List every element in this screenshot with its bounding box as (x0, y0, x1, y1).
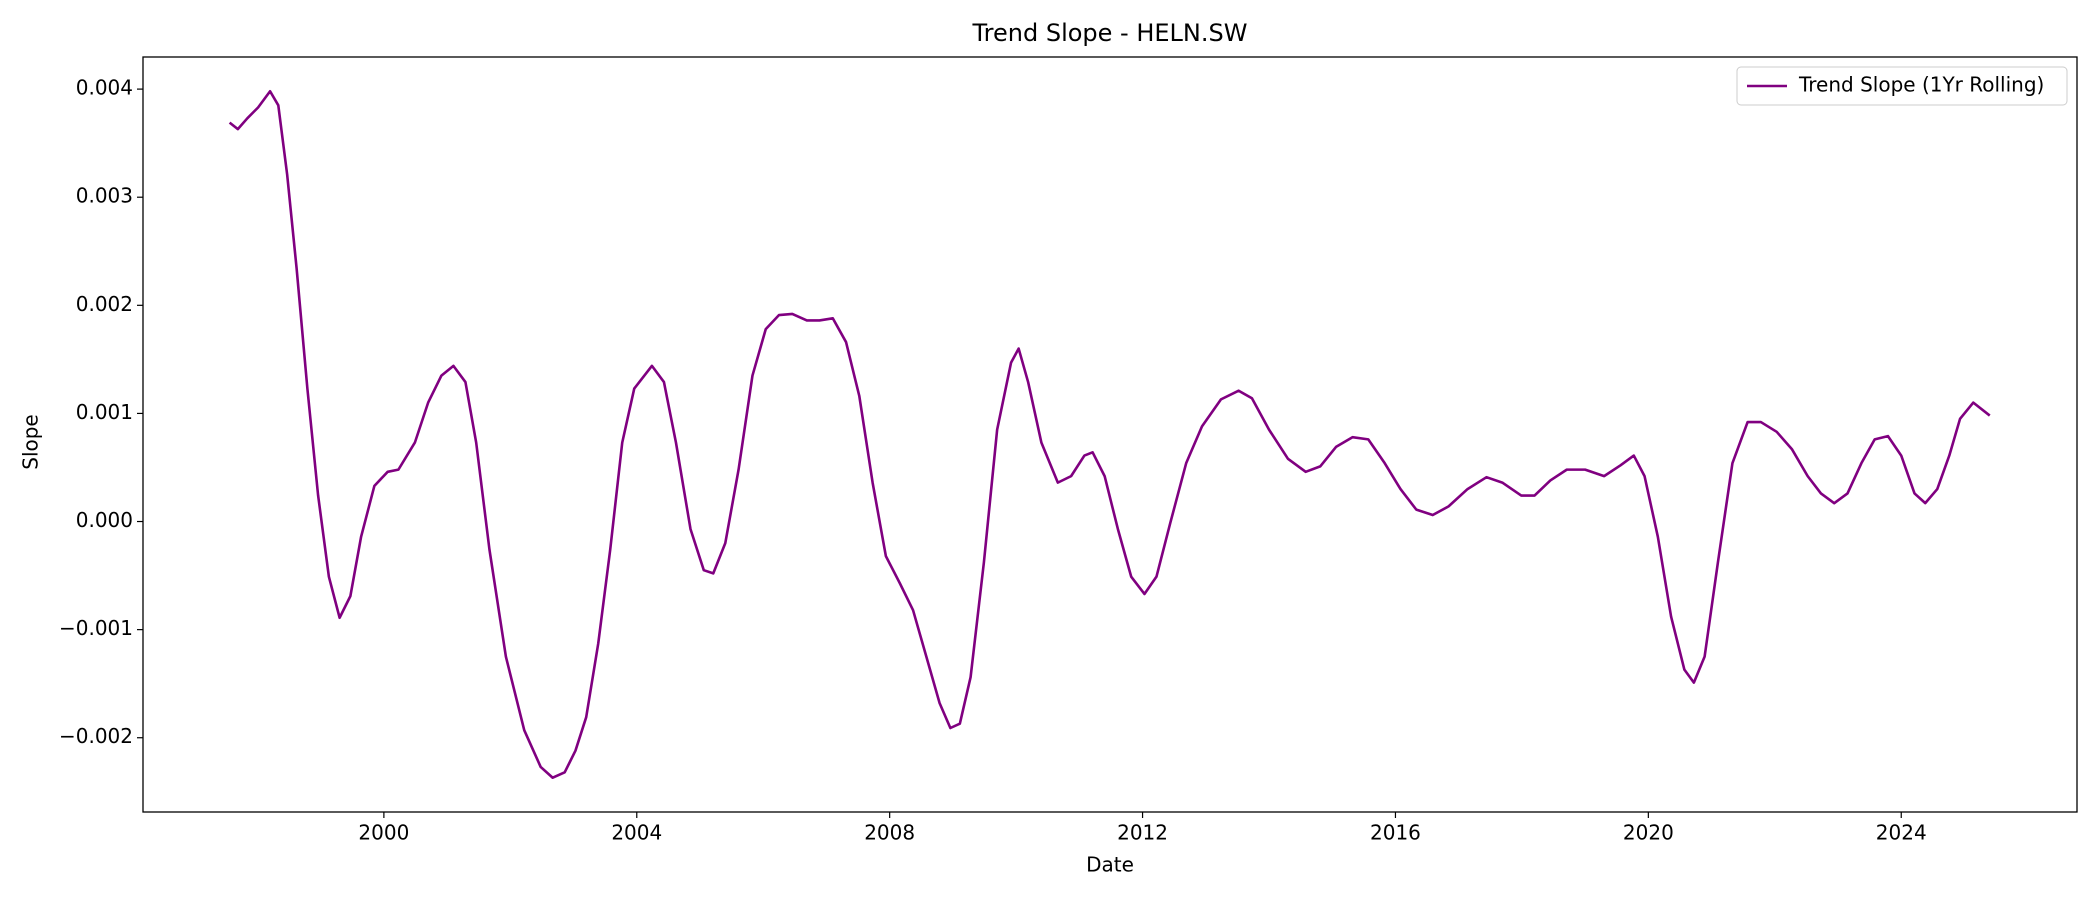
x-tick-label: 2008 (864, 821, 915, 845)
legend-box (1736, 66, 2068, 106)
y-tick-label: 0.004 (76, 76, 133, 100)
y-tick-label: 0.000 (76, 508, 133, 532)
x-tick-label: 2004 (611, 821, 662, 845)
x-tick-label: 2016 (1370, 821, 1421, 845)
x-tick-label: 2024 (1876, 821, 1927, 845)
y-tick-label: 0.003 (76, 184, 133, 208)
y-tick-label: −0.002 (59, 724, 133, 748)
data-line (228, 89, 1991, 780)
y-axis-label: Slope (19, 414, 43, 470)
x-tick-label: 2020 (1623, 821, 1674, 845)
legend-label: Trend Slope (1Yr Rolling) (1798, 73, 2044, 97)
y-tick-label: 0.001 (76, 400, 133, 424)
y-tick-label: −0.001 (59, 616, 133, 640)
x-tick-label: 2012 (1117, 821, 1168, 845)
x-tick-label: 2000 (358, 821, 409, 845)
x-axis-label: Date (1086, 853, 1134, 877)
y-tick-label: 0.002 (76, 292, 133, 316)
chart-title: Trend Slope - HELN.SW (972, 19, 1248, 47)
plot-frame (142, 56, 2078, 813)
